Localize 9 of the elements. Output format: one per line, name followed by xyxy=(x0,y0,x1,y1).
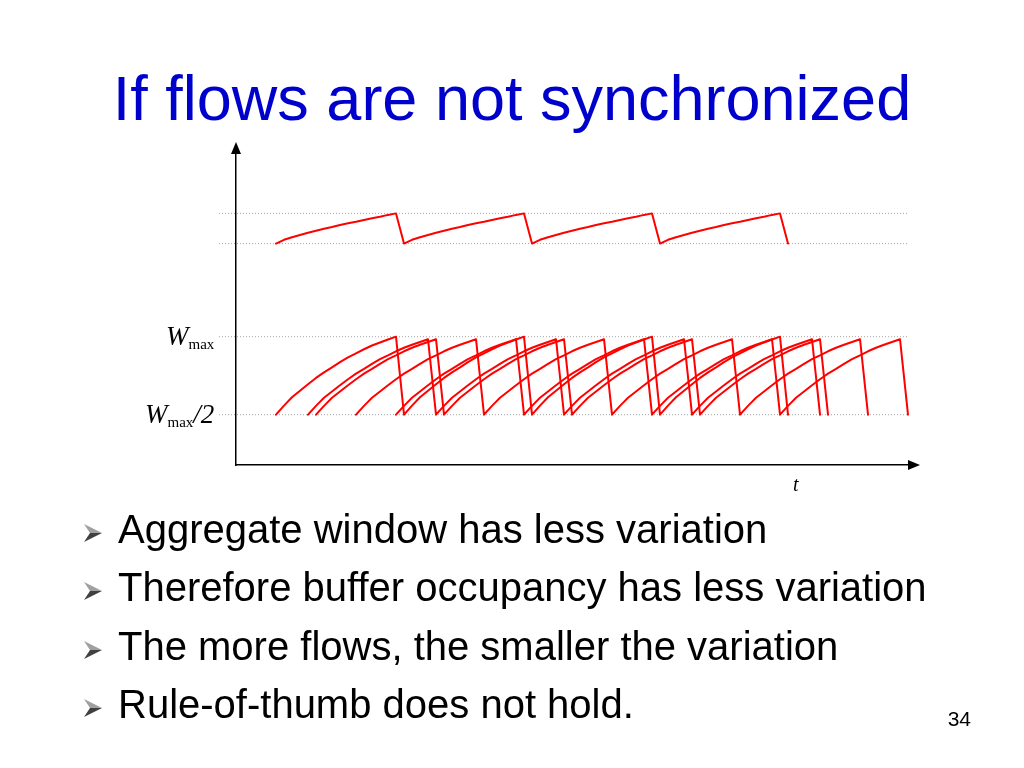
text: Rule-of-thumb does not hold. xyxy=(118,681,634,726)
ref-line-label: W$_{max}$/2 xyxy=(145,399,215,431)
text: Therefore buffer occupancy has less variation xyxy=(118,565,927,610)
ref-line-label: W$_{max}$ xyxy=(166,321,215,353)
text: 34 xyxy=(947,707,971,730)
x-axis-title: t xyxy=(793,473,799,495)
text: The more flows, the smaller the variation xyxy=(118,623,839,668)
text: Aggregate window has less variation xyxy=(118,507,768,551)
chart-title: If flows are not synchronized xyxy=(111,63,913,133)
